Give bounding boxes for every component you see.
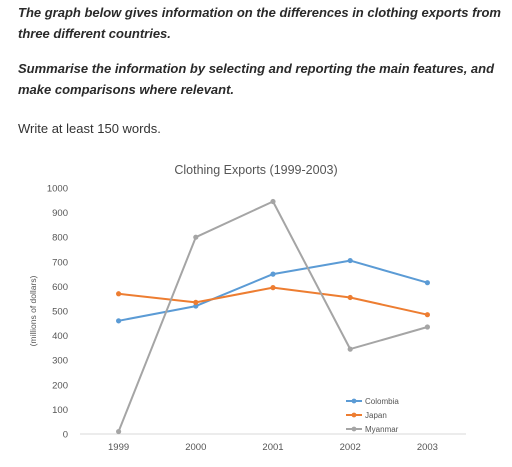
x-tick-label: 2003 — [417, 442, 438, 453]
legend-marker-colombia — [351, 398, 357, 404]
y-tick-label: 1000 — [47, 184, 68, 195]
y-tick-label: 0 — [63, 430, 68, 441]
y-tick-label: 100 — [52, 405, 68, 416]
chart-svg: Clothing Exports (1999-2003) (millions o… — [28, 163, 466, 453]
series-line-colombia — [117, 259, 429, 322]
y-tick-label: 200 — [52, 380, 68, 391]
x-tick-label: 2002 — [340, 442, 361, 453]
data-point-japan — [347, 294, 353, 301]
data-point-japan — [116, 291, 122, 297]
y-tick-label: 400 — [52, 331, 68, 342]
data-point-colombia — [270, 271, 276, 277]
data-point-japan — [424, 312, 430, 318]
prompt-task: Summarise the information by selecting a… — [18, 61, 495, 97]
x-tick-label: 2001 — [262, 442, 283, 453]
y-tick-label: 500 — [52, 307, 68, 318]
data-point-colombia — [347, 257, 353, 264]
data-point-myanmar — [116, 428, 122, 435]
data-point-myanmar — [270, 198, 276, 205]
legend-marker-myanmar — [351, 426, 357, 432]
chart-title: Clothing Exports (1999-2003) — [174, 163, 337, 177]
legend-label-myanmar: Myanmar — [365, 425, 399, 434]
data-point-colombia — [424, 280, 430, 286]
data-point-myanmar — [424, 324, 430, 330]
series-line-japan — [117, 286, 429, 316]
line-chart: Clothing Exports (1999-2003) (millions o… — [0, 148, 512, 467]
legend-label-colombia: Colombia — [365, 397, 399, 406]
x-tick-label: 1999 — [108, 442, 129, 453]
legend-marker-japan — [351, 412, 357, 418]
data-point-myanmar — [193, 234, 199, 240]
data-point-colombia — [116, 318, 122, 324]
data-point-myanmar — [347, 346, 353, 352]
legend-label-japan: Japan — [365, 411, 387, 420]
y-tick-label: 600 — [52, 282, 68, 293]
data-point-japan — [270, 285, 276, 291]
y-tick-label: 800 — [52, 233, 68, 244]
y-tick-label: 300 — [52, 356, 68, 367]
prompt-description: The graph below gives information on the… — [18, 5, 501, 41]
word-count-instruction: Write at least 150 words. — [18, 121, 161, 136]
data-point-japan — [193, 299, 199, 305]
y-tick-label: 700 — [52, 257, 68, 268]
x-tick-label: 2000 — [185, 442, 206, 453]
y-tick-label: 900 — [52, 208, 68, 219]
y-axis-label: (millions of dollars) — [28, 275, 38, 346]
data-point-colombia — [193, 303, 199, 309]
